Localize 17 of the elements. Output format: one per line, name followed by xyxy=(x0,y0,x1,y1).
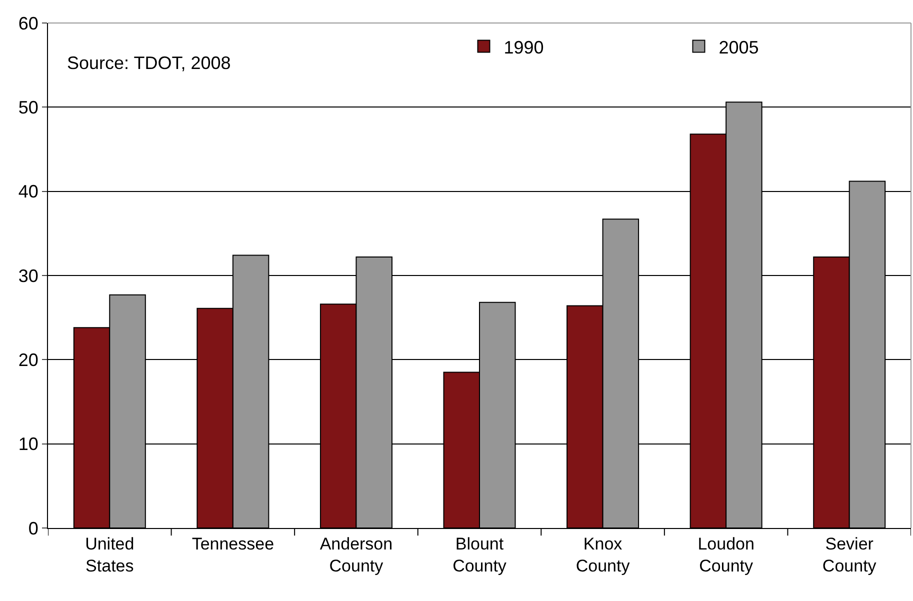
y-tick-label: 50 xyxy=(18,97,38,118)
legend-label: 2005 xyxy=(718,37,759,58)
legend-label: 1990 xyxy=(504,37,544,58)
annotation: Source: TDOT, 2008 xyxy=(67,53,231,73)
y-tick-label: 20 xyxy=(18,350,38,370)
x-tick-label: Sevier County xyxy=(822,534,877,576)
x-tick-label: Blount County xyxy=(452,534,507,576)
y-tick-label: 0 xyxy=(28,518,38,538)
y-tick-label: 10 xyxy=(18,434,38,454)
x-tick-label: United States xyxy=(85,534,134,576)
y-tick-label: 60 xyxy=(18,13,38,34)
x-tick-label: Knox County xyxy=(576,534,630,576)
x-tick-label: Loudon County xyxy=(698,534,754,576)
x-tick-label: Tennessee xyxy=(192,534,274,554)
y-tick-label: 30 xyxy=(18,266,38,286)
y-tick-label: 40 xyxy=(18,182,38,202)
x-tick-label: Anderson County xyxy=(320,534,393,576)
